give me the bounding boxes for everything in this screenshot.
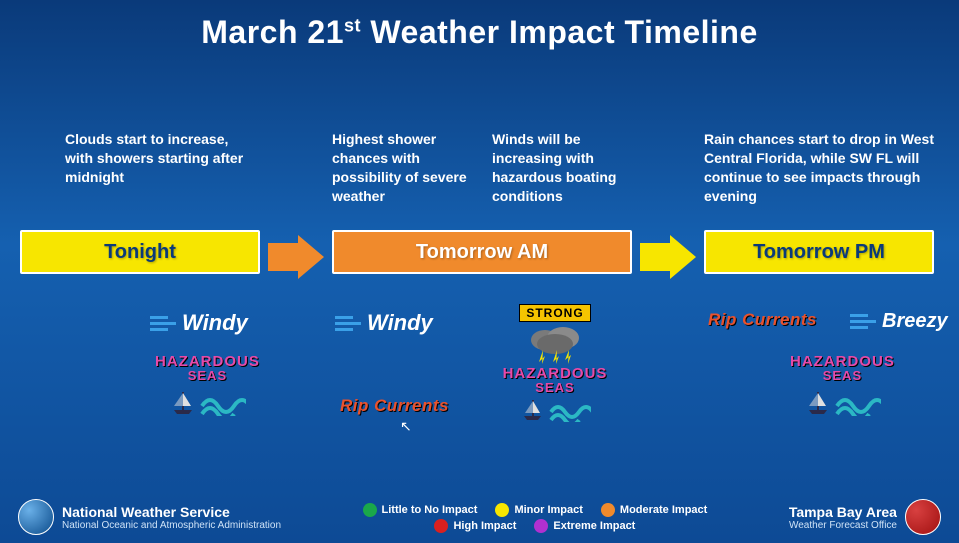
am-strong-storm: STRONG HAZARDOUS SEAS xyxy=(500,304,610,422)
desc-tomorrow-am: Highest shower chances with possibility … xyxy=(332,130,632,230)
title-prefix: March 21 xyxy=(201,14,344,50)
legend-item: Minor Impact xyxy=(495,503,582,517)
pm-rip: Rip Currents xyxy=(708,310,817,330)
pm-haz: HAZARDOUS SEAS xyxy=(790,354,895,416)
footer-right: Tampa Bay Area Weather Forecast Office xyxy=(789,499,941,535)
dot-icon xyxy=(363,503,377,517)
desc-tonight: Clouds start to increase, with showers s… xyxy=(20,130,260,230)
office-sub: Weather Forecast Office xyxy=(789,520,897,531)
dot-icon xyxy=(534,519,548,533)
windy-label-1: Windy xyxy=(150,310,248,336)
dot-icon xyxy=(495,503,509,517)
title-suffix: Weather Impact Timeline xyxy=(361,14,758,50)
legend-item: Little to No Impact xyxy=(363,503,478,517)
period-tomorrow-am: Tomorrow AM xyxy=(332,230,632,274)
boat-waves-2 xyxy=(500,396,610,422)
desc-am-a: Highest shower chances with possibility … xyxy=(332,130,472,230)
speed-lines-icon xyxy=(850,314,876,329)
icons-row: Windy HAZARDOUS SEAS Windy Rip Currents … xyxy=(20,310,939,460)
storm-icon xyxy=(525,324,585,364)
boat-icon xyxy=(519,396,547,422)
noaa-name: National Oceanic and Atmospheric Adminis… xyxy=(62,520,281,531)
haz-seas-1: HAZARDOUS SEAS xyxy=(155,354,260,382)
col-tonight: Clouds start to increase, with showers s… xyxy=(20,130,260,274)
col-tomorrow-am: Highest shower chances with possibility … xyxy=(332,130,632,274)
boat-waves-3 xyxy=(790,386,895,416)
tonight-windy: Windy xyxy=(150,310,248,336)
haz-seas-2: HAZARDOUS SEAS xyxy=(500,366,610,394)
arrow-2 xyxy=(640,235,696,279)
office-name: Tampa Bay Area xyxy=(789,504,897,520)
footer-left: National Weather Service National Oceani… xyxy=(18,499,281,535)
rip-label-2: Rip Currents xyxy=(708,310,817,330)
legend-item: Moderate Impact xyxy=(601,503,707,517)
waves-icon xyxy=(835,386,881,416)
waves-icon xyxy=(549,396,591,422)
windy-label-2: Windy xyxy=(335,310,433,336)
dot-icon xyxy=(434,519,448,533)
page-title: March 21st Weather Impact Timeline xyxy=(0,0,959,51)
legend-item: Extreme Impact xyxy=(534,519,635,533)
arrow-1 xyxy=(268,235,324,279)
cursor-icon: ↖ xyxy=(400,418,412,435)
am-windy: Windy xyxy=(335,310,433,336)
col-tomorrow-pm: Rain chances start to drop in West Centr… xyxy=(704,130,934,274)
am-rip: Rip Currents xyxy=(340,396,449,416)
desc-am-b: Winds will be increasing with hazardous … xyxy=(492,130,632,230)
waves-icon xyxy=(200,386,246,416)
legend-item: High Impact xyxy=(434,519,516,533)
boat-icon xyxy=(803,386,833,416)
period-tomorrow-pm: Tomorrow PM xyxy=(704,230,934,274)
boat-waves-1 xyxy=(155,386,260,416)
haz-seas-3: HAZARDOUS SEAS xyxy=(790,354,895,382)
boat-icon xyxy=(168,386,198,416)
strong-badge: STRONG xyxy=(519,304,590,322)
timeline-row: Clouds start to increase, with showers s… xyxy=(20,130,939,279)
period-tonight: Tonight xyxy=(20,230,260,274)
noaa-logo-icon xyxy=(18,499,54,535)
title-sup: st xyxy=(344,15,361,35)
tonight-haz: HAZARDOUS SEAS xyxy=(155,354,260,416)
footer: National Weather Service National Oceani… xyxy=(0,499,959,535)
pm-breezy: Breezy xyxy=(850,310,948,333)
speed-lines-icon xyxy=(335,316,361,331)
breezy-label: Breezy xyxy=(850,310,948,333)
nws-logo-icon xyxy=(905,499,941,535)
desc-tomorrow-pm: Rain chances start to drop in West Centr… xyxy=(704,130,934,230)
dot-icon xyxy=(601,503,615,517)
speed-lines-icon xyxy=(150,316,176,331)
impact-legend: Little to No Impact Minor Impact Moderat… xyxy=(363,503,708,535)
nws-name: National Weather Service xyxy=(62,504,281,520)
rip-label-1: Rip Currents xyxy=(340,396,449,416)
